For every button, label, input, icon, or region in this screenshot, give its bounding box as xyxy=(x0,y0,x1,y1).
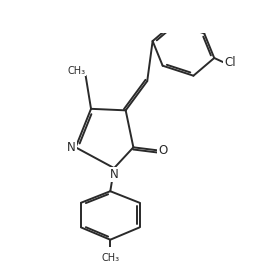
Text: N: N xyxy=(110,168,118,181)
Text: CH₃: CH₃ xyxy=(68,66,86,76)
Text: O: O xyxy=(158,144,167,157)
Text: Cl: Cl xyxy=(224,56,236,69)
Text: CH₃: CH₃ xyxy=(101,253,119,263)
Text: N: N xyxy=(67,141,76,154)
